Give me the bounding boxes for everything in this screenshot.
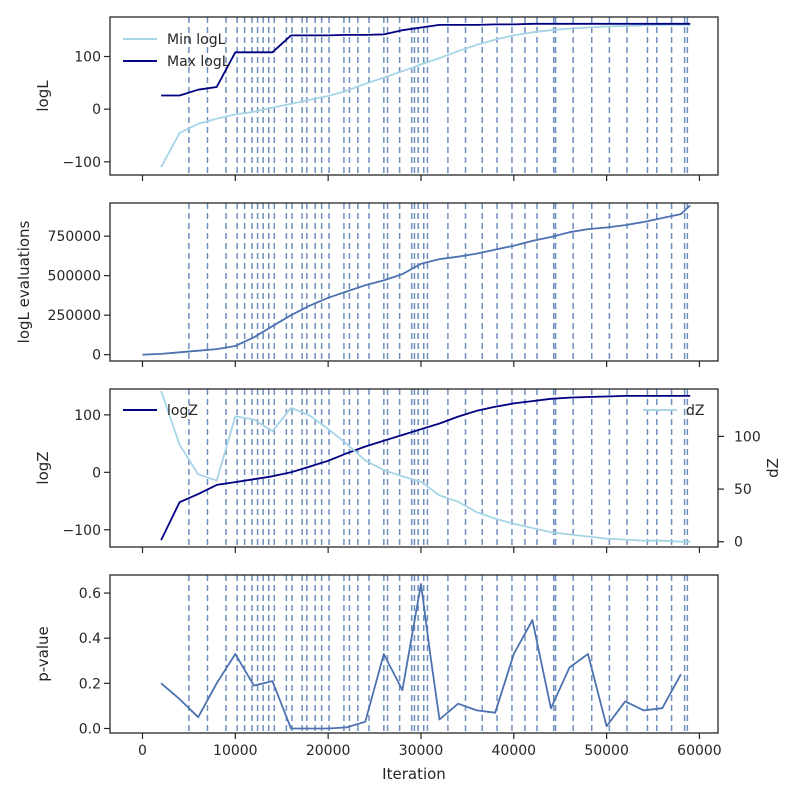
y-tick-label: 100 [74,408,101,424]
y-axis-label: p-value [34,626,52,682]
series-line-min-logl [160,23,691,168]
y-tick-label: 0.0 [79,721,101,737]
x-tick-label: 60000 [677,743,722,759]
axes-frame [109,574,719,734]
y-tick-label-right: 50 [734,482,752,498]
x-tick-label: 0 [138,743,147,759]
y-tick-label: 0 [92,348,101,364]
series-line-logz [160,394,691,541]
panel-logL: −100 0 100 logL Min logL Max logL [34,16,719,181]
series-group [142,204,691,356]
y-axis-label-right: dZ [764,458,782,478]
vline-group [188,203,689,361]
legend-label: Max logL [167,54,230,70]
y-tick-label: −100 [63,155,101,171]
legend-label: Min logL [167,32,226,48]
y-tick-label: 0 [92,465,101,481]
y-axis-label: logL [34,80,52,112]
y-tick-label: 100 [74,50,101,66]
series-group [160,390,691,543]
x-tick-label: 40000 [492,743,537,759]
axes-frame [109,202,719,362]
legend-label: dZ [686,403,704,419]
series-group [160,22,691,168]
series-line-logL_evaluations [142,204,691,356]
y-tick-label-right: 0 [734,535,743,551]
y-axis-label: logL evaluations [15,220,33,343]
panel-p_value: 0.0 0.2 0.4 0.6 0 10000 20000 30000 40000 50000 60… [34,574,722,759]
vline-group [188,389,689,547]
vline-group [188,575,689,733]
series-line-max-logl [161,22,691,97]
series-line-p_value [160,583,682,730]
y-tick-label: 0 [92,102,101,118]
vline-group [188,17,689,175]
y-tick-label: 0.2 [79,676,101,692]
x-tick-label: 10000 [213,743,258,759]
y-tick-label: 500000 [48,269,101,285]
legend-label: logZ [167,403,198,419]
x-tick-label: 50000 [584,743,629,759]
y-tick-label-right: 100 [734,429,761,445]
x-tick-label: 20000 [306,743,351,759]
y-tick-label: 250000 [48,308,101,324]
axes-frame [109,16,719,176]
panel-logL_evaluations: 0 250000 500000 750000 logL evaluations [15,202,719,367]
y-axis-label: logZ [34,451,52,484]
y-tick-label: −100 [63,523,101,539]
y-tick-label: 750000 [48,229,101,245]
series-line-dz [160,390,691,543]
x-axis-label: Iteration [382,765,446,783]
y-tick-label: 0.6 [79,586,101,602]
series-group [160,583,682,730]
axes-frame [109,388,719,548]
x-tick-label: 30000 [399,743,444,759]
y-tick-label: 0.4 [79,631,101,647]
